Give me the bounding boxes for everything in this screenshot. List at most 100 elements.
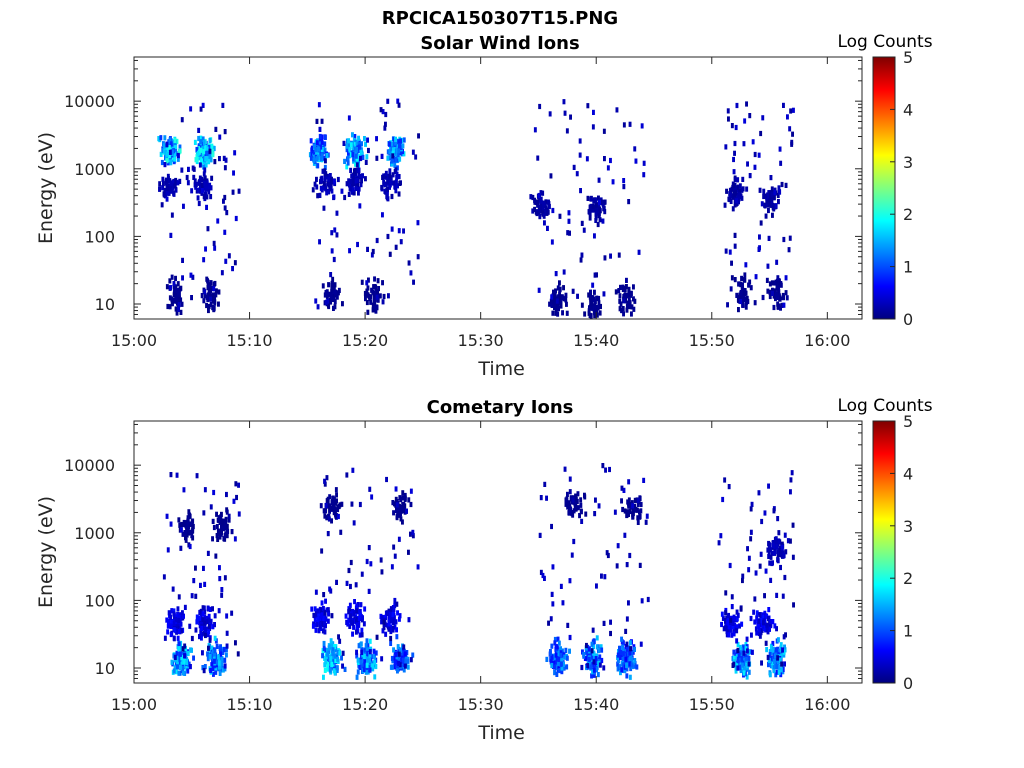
- data-cell: [416, 220, 420, 226]
- data-cell: [743, 272, 747, 278]
- data-cell: [628, 552, 632, 559]
- data-cell: [218, 534, 222, 540]
- data-cell: [557, 664, 561, 670]
- data-cell: [342, 140, 346, 146]
- data-cell: [754, 626, 758, 632]
- data-cell: [319, 150, 323, 156]
- data-cell: [198, 162, 202, 168]
- data-cell: [583, 655, 587, 661]
- data-cell: [746, 648, 749, 654]
- data-cell: [316, 304, 320, 310]
- data-cell: [623, 287, 627, 293]
- data-cell: [547, 620, 550, 626]
- data-cell: [616, 661, 620, 667]
- data-cell: [730, 186, 734, 192]
- data-cell: [183, 520, 187, 526]
- data-cell: [595, 667, 598, 673]
- data-cell: [621, 646, 625, 653]
- data-cell: [741, 302, 744, 308]
- data-cell: [200, 625, 204, 631]
- data-cell: [548, 203, 551, 210]
- data-cell: [189, 521, 192, 527]
- data-cell: [733, 616, 737, 622]
- data-cell: [595, 295, 598, 301]
- data-cell: [579, 502, 583, 508]
- data-cell: [357, 186, 361, 192]
- data-cell: [591, 207, 595, 213]
- data-cell: [777, 665, 781, 671]
- data-cell: [788, 126, 792, 132]
- data-cell: [214, 669, 218, 675]
- data-cell: [209, 185, 213, 191]
- data-cell: [736, 177, 740, 183]
- data-cell: [550, 591, 554, 597]
- data-cell: [163, 162, 167, 168]
- data-cell: [758, 563, 762, 569]
- data-cell: [359, 612, 363, 618]
- data-cell: [323, 176, 327, 182]
- data-cell: [732, 156, 735, 163]
- data-cell: [735, 628, 739, 634]
- data-cell: [328, 506, 332, 512]
- data-cell: [197, 200, 201, 207]
- y-tick-label: 10000: [64, 456, 115, 475]
- data-cell: [225, 652, 228, 658]
- data-cell: [221, 521, 225, 527]
- data-cell: [366, 292, 370, 298]
- data-cell: [741, 287, 745, 293]
- data-cell: [225, 643, 229, 649]
- data-cell: [195, 619, 199, 625]
- data-cell: [386, 149, 390, 155]
- data-cell: [349, 613, 353, 619]
- data-cell: [208, 144, 211, 151]
- data-cell: [567, 500, 571, 506]
- data-cell: [359, 659, 363, 665]
- data-cell: [184, 530, 188, 536]
- data-cell: [755, 630, 759, 636]
- data-cell: [578, 513, 581, 519]
- data-cell: [636, 507, 639, 513]
- data-cell: [376, 290, 379, 296]
- data-cell: [390, 158, 394, 164]
- data-cell: [406, 658, 410, 664]
- data-cell: [355, 603, 359, 609]
- data-cell: [626, 499, 630, 505]
- data-cell: [593, 289, 596, 295]
- data-cell: [315, 611, 318, 617]
- data-cell: [197, 155, 201, 161]
- data-cell: [772, 293, 776, 299]
- data-cell: [388, 173, 392, 179]
- data-cell: [633, 298, 637, 304]
- data-cell: [394, 496, 398, 502]
- data-cell: [627, 286, 631, 292]
- data-cell: [403, 503, 407, 509]
- data-cell: [207, 289, 211, 295]
- data-cell: [324, 508, 328, 514]
- data-cell: [186, 668, 190, 674]
- data-cell: [321, 628, 325, 634]
- data-cell: [565, 301, 568, 307]
- data-cell: [376, 297, 380, 303]
- data-cell: [554, 288, 557, 294]
- data-cell: [215, 533, 219, 539]
- data-cell: [207, 159, 211, 165]
- data-cell: [401, 504, 404, 511]
- data-cell: [218, 576, 222, 582]
- data-cell: [177, 306, 180, 312]
- data-cell: [595, 635, 599, 641]
- data-cell: [749, 615, 753, 622]
- data-cell: [542, 213, 546, 219]
- data-cell: [604, 467, 607, 473]
- data-cell: [361, 615, 364, 621]
- data-cell: [348, 182, 351, 188]
- data-cell: [622, 311, 625, 317]
- data-cell: [223, 205, 227, 211]
- data-cell: [779, 667, 783, 673]
- data-cell: [554, 649, 558, 655]
- data-cell: [211, 293, 215, 300]
- data-cell: [723, 477, 727, 483]
- data-cell: [764, 568, 768, 574]
- data-cell: [727, 632, 731, 638]
- data-cell: [182, 487, 186, 493]
- data-cell: [371, 307, 375, 313]
